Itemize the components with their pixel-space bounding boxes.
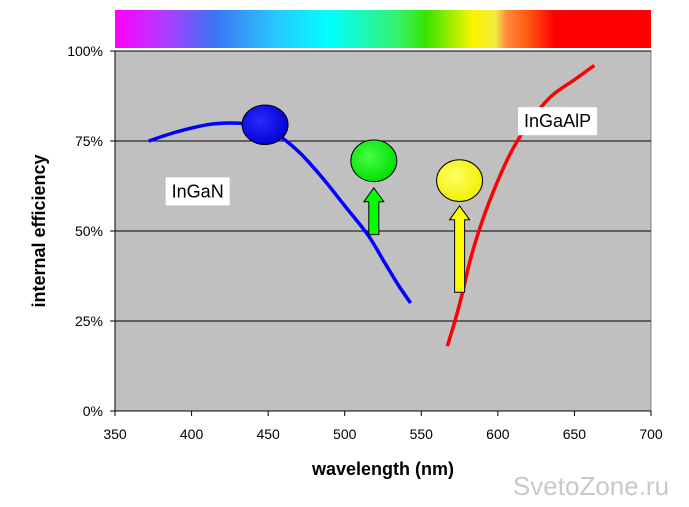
led-markers xyxy=(241,104,484,202)
x-tick-label: 400 xyxy=(180,426,204,442)
gridlines xyxy=(115,50,651,322)
y-tick-label: 100% xyxy=(67,43,103,59)
green-led-marker xyxy=(350,139,398,183)
labels: InGaN InGaAlP xyxy=(165,107,598,206)
blue-led-marker xyxy=(241,104,289,146)
green-arrow xyxy=(362,186,385,236)
x-tick-label: 600 xyxy=(486,426,510,442)
series-label-text: InGaN xyxy=(172,181,224,201)
arrows xyxy=(362,186,471,293)
yellow-led-marker xyxy=(436,159,484,202)
series-label-ingaalp: InGaAlP xyxy=(518,107,598,136)
y-tick-label: 50% xyxy=(75,223,103,239)
series-label-box xyxy=(518,107,598,136)
y-tick-label: 25% xyxy=(75,313,103,329)
yellow-arrow xyxy=(448,204,471,293)
axes: 0% 25% 50% 75% 100% 350 400 450 500 550 600 650 700 xyxy=(67,43,663,442)
x-tick-label: 550 xyxy=(410,426,434,442)
spectrum-bar xyxy=(115,10,651,48)
x-tick-label: 650 xyxy=(563,426,587,442)
x-tick-label: 700 xyxy=(639,426,663,442)
x-tick-label: 450 xyxy=(256,426,280,442)
y-axis-title: internal efficiency xyxy=(29,154,49,307)
series-label-box xyxy=(165,177,230,206)
y-tick-label: 75% xyxy=(75,133,103,149)
series-line-ingaalp xyxy=(445,63,596,347)
series-lines xyxy=(148,63,596,347)
watermark-text: SvetoZone.ru xyxy=(513,471,669,501)
series-line-ingan xyxy=(148,121,413,305)
x-axis-title: wavelength (nm) xyxy=(311,459,454,479)
x-tick-label: 500 xyxy=(333,426,357,442)
series-label-text: InGaAlP xyxy=(524,111,591,131)
y-tick-label: 0% xyxy=(83,403,103,419)
series-label-ingan: InGaN xyxy=(165,177,230,206)
x-tick-label: 350 xyxy=(103,426,127,442)
